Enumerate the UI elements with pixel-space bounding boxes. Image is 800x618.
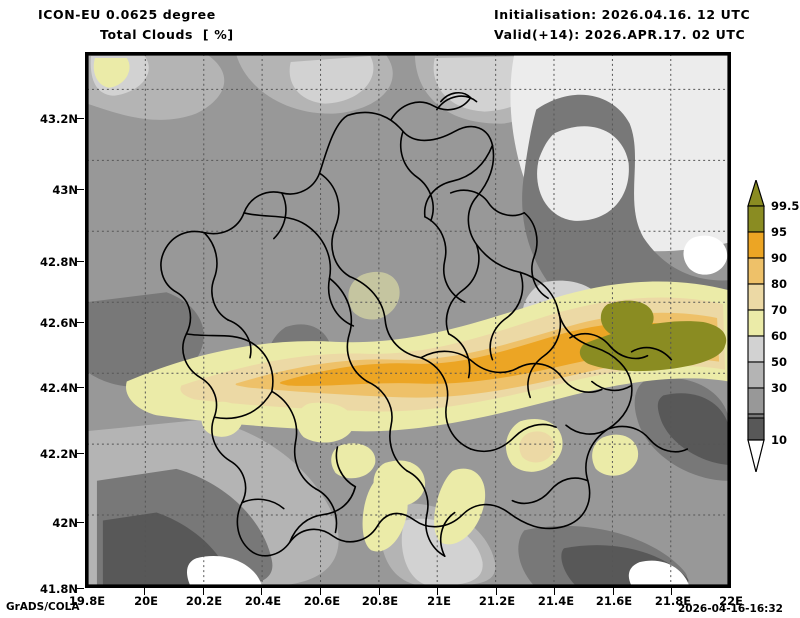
colorbar-swatches (747, 180, 765, 472)
colorbar-band-70 (747, 309, 765, 337)
x-tick-label-21-8E: 21.8E (654, 594, 692, 608)
x-tick-label-21-2E: 21.2E (478, 594, 516, 608)
colorbar-label-70: 70 (771, 303, 788, 317)
map-gridlines (87, 54, 729, 586)
x-tick-mark-21-8E (671, 588, 672, 595)
y-tick-mark-42-6N (77, 322, 84, 323)
x-tick-mark-20-6E (320, 588, 321, 595)
x-tick-label-22E: 22E (719, 594, 743, 608)
header-valid-time: Valid(+14): 2026.APR.17. 02 UTC (494, 27, 746, 42)
x-tick-label-21-4E: 21.4E (537, 594, 575, 608)
colorbar-band-90 (747, 257, 765, 285)
y-tick-label-42-6N: 42.6N (40, 316, 78, 330)
colorbar-legend: 99.5 95 90 80 70 60 50 30 10 (745, 180, 800, 472)
cloud-cover-contour-map (87, 54, 729, 586)
x-tick-mark-20-4E (261, 588, 262, 595)
y-tick-label-42N: 42N (52, 516, 78, 530)
x-tick-label-20-8E: 20.8E (361, 594, 399, 608)
x-tick-mark-21E (437, 588, 438, 595)
y-tick-mark-42-4N (77, 387, 84, 388)
y-tick-label-43N: 43N (52, 183, 78, 197)
colorbar-band-30 (747, 387, 765, 415)
x-tick-label-21E: 21E (427, 594, 451, 608)
y-tick-mark-42N (77, 522, 84, 523)
x-tick-mark-21-2E (496, 588, 497, 595)
colorbar-band-60 (747, 335, 765, 363)
y-tick-label-43-2N: 43.2N (40, 112, 78, 126)
y-tick-label-42-2N: 42.2N (40, 447, 78, 461)
x-tick-label-19-8E: 19.8E (68, 594, 106, 608)
plot-frame (87, 54, 729, 586)
colorbar-low-arrow (747, 439, 765, 472)
administrative-boundaries (160, 92, 689, 558)
header-model-title: ICON-EU 0.0625 degree (38, 7, 216, 22)
footer-producer: GrADS/COLA (6, 601, 80, 613)
x-tick-label-20-4E: 20.4E (244, 594, 282, 608)
colorbar-band-99-5 (747, 205, 765, 233)
colorbar-label-90: 90 (771, 251, 788, 265)
x-tick-mark-20-8E (379, 588, 380, 595)
y-tick-mark-42-2N (77, 453, 84, 454)
x-tick-label-20E: 20E (134, 594, 158, 608)
x-tick-mark-21-6E (613, 588, 614, 595)
colorbar-band-80 (747, 283, 765, 311)
colorbar-label-99-5: 99.5 (771, 199, 800, 213)
x-tick-label-20-6E: 20.6E (303, 594, 341, 608)
y-tick-label-42-8N: 42.8N (40, 255, 78, 269)
x-tick-mark-20-2E (203, 588, 204, 595)
y-tick-label-41-8N: 41.8N (40, 582, 78, 596)
colorbar-label-50: 50 (771, 355, 788, 369)
y-tick-mark-43N (77, 189, 84, 190)
colorbar-label-95: 95 (771, 225, 788, 239)
colorbar-band-low (747, 417, 765, 441)
x-tick-mark-20E (144, 588, 145, 595)
x-tick-mark-21-4E (554, 588, 555, 595)
map-plot-area (85, 52, 731, 588)
colorbar-high-arrow (747, 180, 765, 207)
x-tick-label-20-2E: 20.2E (185, 594, 223, 608)
x-tick-label-21-6E: 21.6E (595, 594, 633, 608)
colorbar-band-50 (747, 361, 765, 389)
colorbar-band-95 (747, 231, 765, 259)
colorbar-label-10: 10 (771, 433, 788, 447)
colorbar-label-60: 60 (771, 329, 788, 343)
header-field-title: Total Clouds [ %] (100, 27, 234, 42)
colorbar-label-30: 30 (771, 381, 788, 395)
y-tick-label-42-4N: 42.4N (40, 381, 78, 395)
colorbar-label-80: 80 (771, 277, 788, 291)
footer-timestamp: 2026-04-16-16:32 (678, 603, 783, 615)
y-tick-mark-43-2N (77, 118, 84, 119)
y-tick-mark-42-8N (77, 261, 84, 262)
y-tick-mark-41-8N (77, 588, 84, 589)
header-initialisation: Initialisation: 2026.04.16. 12 UTC (494, 7, 751, 22)
